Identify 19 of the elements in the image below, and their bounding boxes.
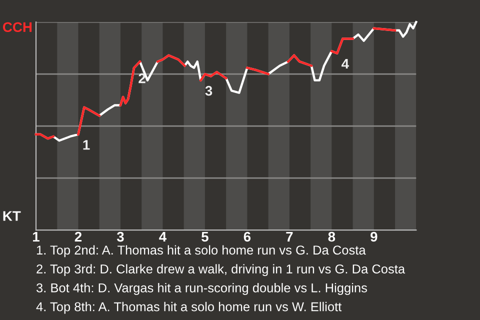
text: 4. Top 8th: A. Thomas hit a solo home run vs W. Elliott: [36, 302, 342, 314]
x-tick-label: 8: [328, 232, 336, 242]
x-tick-label: 4: [159, 232, 167, 242]
annotation: 3: [205, 86, 212, 96]
x-tick-label: 3: [116, 232, 124, 242]
x-tick-label: 7: [286, 232, 293, 242]
annotation: 4: [342, 59, 349, 69]
annotation: 2: [138, 73, 146, 84]
text: KT: [3, 211, 21, 221]
x-tick-label: 6: [244, 232, 251, 242]
x-tick-label: 1: [33, 232, 40, 242]
annotation: 1: [83, 140, 90, 150]
text: 2. Top 3rd: D. Clarke drew a walk, driving in 1 run vs G. Da Costa: [36, 264, 406, 276]
text: CCH: [2, 22, 32, 32]
text: 3. Bot 4th: D. Vargas hit a run-scoring double vs L. Higgins: [36, 283, 367, 295]
x-tick-label: 9: [370, 232, 378, 242]
x-tick-label: 2: [74, 232, 82, 242]
x-tick-label: 5: [202, 232, 208, 242]
text: 1. Top 2nd: A. Thomas hit a solo home run vs G. Da Costa: [36, 245, 366, 258]
